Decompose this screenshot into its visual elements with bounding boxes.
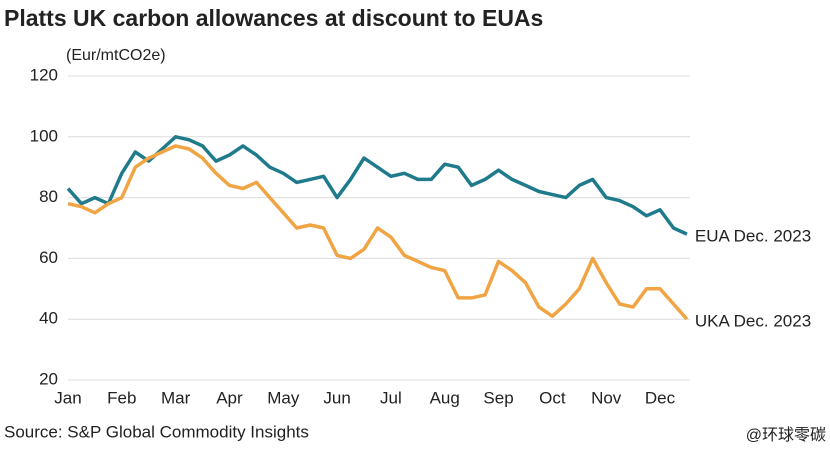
x-tick-label: Sep	[483, 388, 513, 407]
series-label: UKA Dec. 2023	[695, 312, 811, 331]
y-tick-label: 40	[39, 309, 58, 328]
series-line	[67, 144, 689, 321]
chart-title: Platts UK carbon allowances at discount …	[4, 5, 543, 31]
x-tick-label: May	[267, 388, 300, 407]
series-label: EUA Dec. 2023	[695, 227, 811, 246]
y-tick-label: 20	[39, 369, 58, 388]
source: Source: S&P Global Commodity Insights	[4, 422, 309, 441]
x-tick-label: Dec	[645, 388, 676, 407]
watermark: @环球零碳	[746, 426, 826, 444]
x-tick-label: Feb	[107, 388, 136, 407]
y-tick-label: 80	[39, 187, 58, 206]
x-tick-label: Nov	[591, 388, 622, 407]
series-line	[66, 135, 688, 236]
x-tick-label: Mar	[161, 388, 191, 407]
x-tick-label: Oct	[539, 388, 566, 407]
x-tick-label: Jan	[54, 388, 81, 407]
y-axis-label: (Eur/mtCO2e)	[66, 47, 166, 64]
x-tick-label: Aug	[430, 388, 460, 407]
x-tick-label: Jun	[323, 388, 350, 407]
y-tick-label: 100	[30, 126, 58, 145]
x-tick-label: Jul	[380, 388, 402, 407]
y-tick-label: 60	[39, 248, 58, 267]
x-tick-label: Apr	[216, 388, 243, 407]
y-tick-label: 120	[30, 65, 58, 84]
